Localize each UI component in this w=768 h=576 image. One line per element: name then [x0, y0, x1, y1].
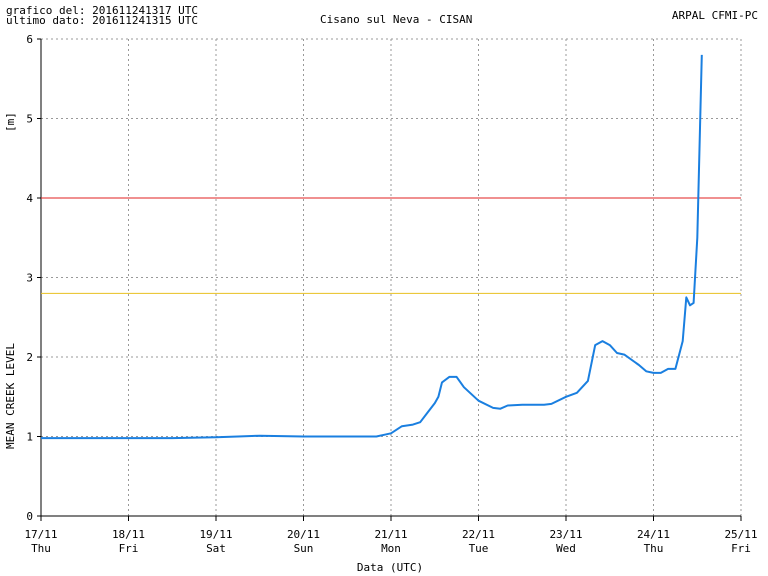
x-tick-day-label: Fri	[119, 542, 139, 555]
x-tick-day-label: Sat	[206, 542, 226, 555]
x-tick-date-label: 22/11	[462, 528, 495, 541]
y-axis-unit: [m]	[4, 112, 17, 132]
x-tick-date-label: 25/11	[724, 528, 757, 541]
x-tick-day-label: Thu	[31, 542, 51, 555]
x-tick-date-label: 24/11	[637, 528, 670, 541]
x-tick-date-label: 17/11	[24, 528, 57, 541]
y-tick-label: 6	[26, 33, 33, 46]
y-tick-label: 4	[26, 192, 33, 205]
x-tick-day-label: Sun	[294, 542, 314, 555]
generated-timestamp: grafico del: 201611241317 UTC	[6, 4, 199, 17]
x-tick-date-label: 21/11	[374, 528, 407, 541]
y-tick-label: 3	[26, 272, 33, 285]
y-tick-label: 5	[26, 113, 33, 126]
x-tick-day-label: Fri	[731, 542, 751, 555]
last-data-timestamp: ultimo dato: 201611241315 UTC	[6, 14, 199, 27]
x-tick-date-label: 18/11	[112, 528, 145, 541]
x-tick-date-label: 23/11	[549, 528, 582, 541]
creek-level-series-line	[41, 54, 703, 440]
x-tick-day-label: Mon	[381, 542, 401, 555]
x-tick-date-label: 19/11	[199, 528, 232, 541]
y-tick-label: 2	[26, 351, 33, 364]
y-tick-label: 0	[26, 510, 33, 523]
organization-label: ARPAL CFMI-PC	[671, 9, 758, 22]
x-tick-day-label: Thu	[644, 542, 664, 555]
x-tick-date-label: 20/11	[287, 528, 320, 541]
x-tick-day-label: Tue	[469, 542, 489, 555]
x-axis-title: Data (UTC)	[357, 561, 423, 574]
station-title: Cisano sul Neva - CISAN	[320, 13, 473, 26]
x-tick-day-label: Wed	[556, 542, 576, 555]
y-tick-label: 1	[26, 431, 33, 444]
y-axis-title: MEAN CREEK LEVEL	[4, 343, 17, 449]
